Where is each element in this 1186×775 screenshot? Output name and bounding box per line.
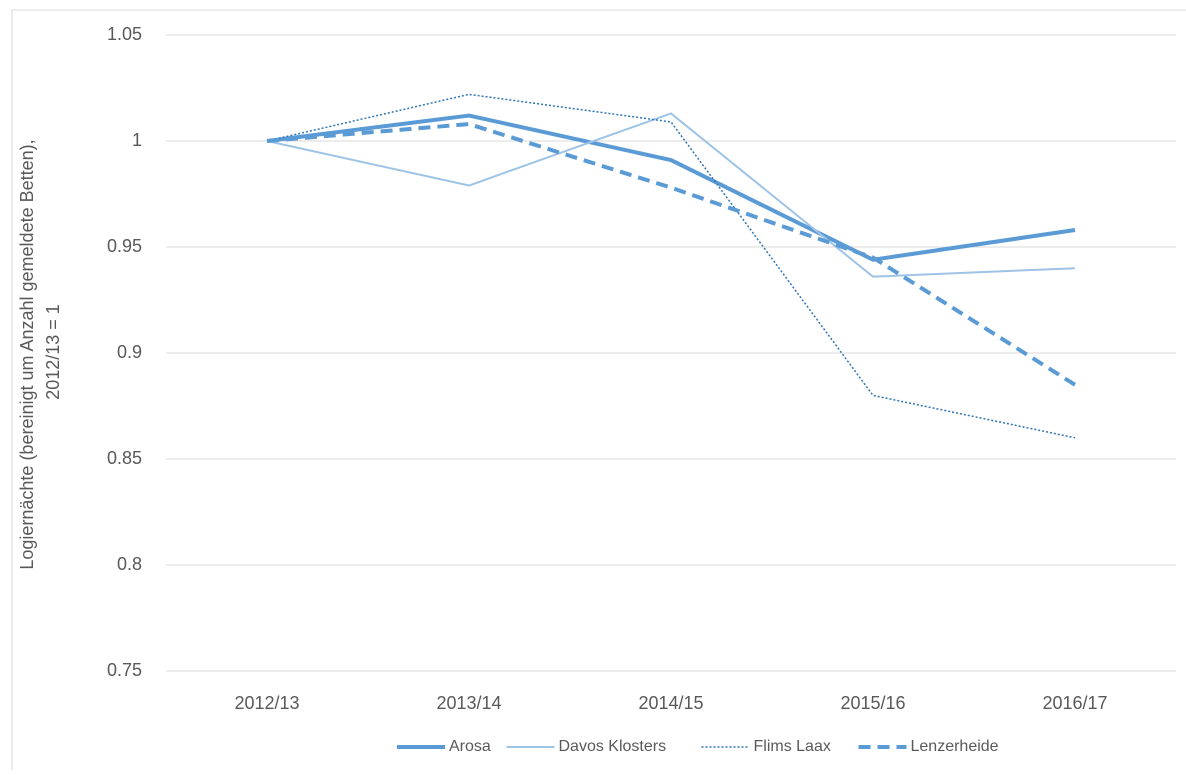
y-axis-title-line: 2012/13 = 1 xyxy=(43,304,63,400)
legend-label: Flims Laax xyxy=(754,738,831,755)
series-line xyxy=(266,112,1076,278)
y-tick-label: 0.75 xyxy=(107,660,142,680)
y-tick-label: 0.9 xyxy=(117,342,142,362)
y-tick-label: 0.95 xyxy=(107,236,142,256)
legend-label: Arosa xyxy=(449,738,491,755)
y-tick-label: 0.85 xyxy=(107,448,142,468)
chart-frame xyxy=(11,9,1186,775)
x-tick-label: 2012/13 xyxy=(234,693,299,713)
x-tick-label: 2016/17 xyxy=(1042,693,1107,713)
series-line xyxy=(266,113,1076,262)
y-tick-label: 1.05 xyxy=(107,24,142,44)
x-tick-label: 2014/15 xyxy=(638,693,703,713)
x-tick-label: 2015/16 xyxy=(840,693,905,713)
series-line xyxy=(266,122,1077,387)
y-tick-label: 1 xyxy=(132,130,142,150)
legend-label: Lenzerheide xyxy=(911,738,999,755)
y-tick-label: 0.8 xyxy=(117,554,142,574)
y-axis-title: Logiernächte (bereinigt um Anzahl gemeld… xyxy=(17,134,63,569)
x-tick-label: 2013/14 xyxy=(436,693,501,713)
legend-label: Davos Klosters xyxy=(559,738,667,755)
y-axis-title-line: Logiernächte (bereinigt um Anzahl gemeld… xyxy=(17,139,37,569)
